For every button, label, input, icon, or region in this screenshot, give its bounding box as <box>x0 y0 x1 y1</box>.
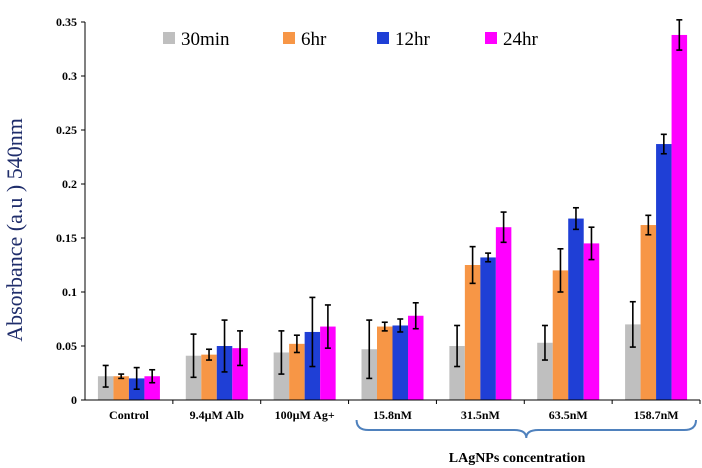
x-tick-label: 100µM Ag+ <box>275 408 335 422</box>
bracket-brace <box>355 419 697 439</box>
bar <box>408 315 424 400</box>
bar <box>144 376 160 400</box>
x-tick-label: 15.8nM <box>373 408 412 422</box>
bar <box>464 265 481 400</box>
legend-label: 24hr <box>503 29 539 50</box>
x-tick-label: 31.5nM <box>461 408 500 422</box>
bar <box>97 376 114 400</box>
bar <box>537 342 553 400</box>
group-bracket-label: LAgNPs concentration <box>449 451 586 466</box>
bar <box>273 352 290 400</box>
bar <box>377 326 393 400</box>
bar <box>392 325 408 400</box>
y-tick-label: 0.25 <box>56 123 77 137</box>
legend-label: 12hr <box>395 29 431 50</box>
bar <box>568 218 584 400</box>
y-tick-label: 0.05 <box>56 339 77 353</box>
bar <box>289 343 305 400</box>
bar <box>201 354 217 400</box>
x-tick-label: 63.5nM <box>549 408 588 422</box>
bar <box>625 324 641 400</box>
group-bracket <box>355 419 697 439</box>
y-axis: 0 0.05 0.1 0.15 0.2 0.25 0.3 0.35 <box>56 15 86 407</box>
x-tick-label: Control <box>109 408 149 422</box>
legend-swatch <box>283 32 295 44</box>
bar <box>583 243 600 400</box>
legend: 30min 6hr 12hr 24hr <box>163 29 539 50</box>
y-tick-label: 0.3 <box>62 69 77 83</box>
bar <box>232 348 248 400</box>
y-tick-label: 0.1 <box>62 285 77 299</box>
bar <box>656 144 672 400</box>
bar <box>640 225 657 400</box>
legend-swatch <box>377 32 389 44</box>
y-tick-label: 0.2 <box>62 177 77 191</box>
bar <box>216 346 233 400</box>
legend-label: 6hr <box>301 29 327 50</box>
bar <box>320 326 336 400</box>
x-axis: Control 9.4µM Alb 100µM Ag+ 15.8nM 31.5nM 63.… <box>85 399 701 422</box>
bars <box>97 19 688 401</box>
bar <box>113 376 129 400</box>
x-tick-label: 158.7nM <box>634 408 679 422</box>
bar <box>449 346 465 400</box>
y-tick-label: 0 <box>71 393 77 407</box>
y-tick-label: 0.15 <box>56 231 77 245</box>
legend-swatch <box>163 32 175 44</box>
bar <box>552 270 569 400</box>
bar <box>495 227 512 400</box>
legend-swatch <box>485 32 497 44</box>
x-tick-label: 9.4µM Alb <box>190 408 245 422</box>
y-axis-label: Absorbance (a.u ) 540nm <box>2 118 27 342</box>
y-tick-label: 0.35 <box>56 15 77 29</box>
bar <box>671 34 688 401</box>
bar <box>480 257 496 400</box>
legend-label: 30min <box>181 29 230 50</box>
